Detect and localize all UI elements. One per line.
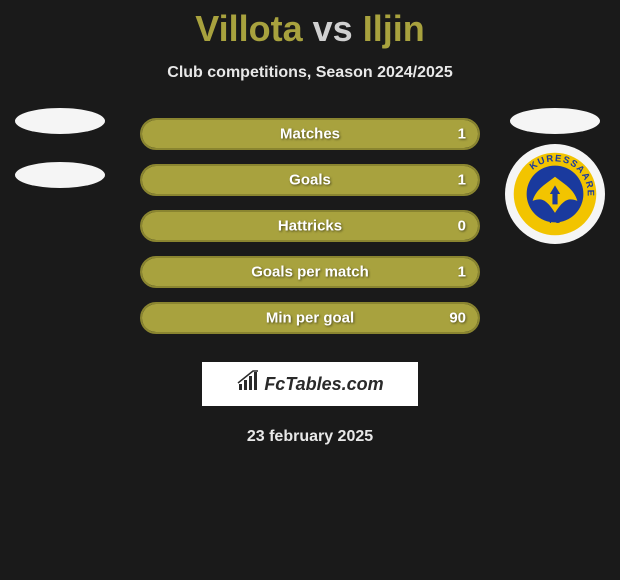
stat-label: Hattricks [278, 218, 342, 235]
stat-value-right: 0 [458, 218, 466, 235]
player1-avatar-placeholder [15, 108, 105, 134]
stat-label: Goals per match [251, 264, 369, 281]
brand-text: FcTables.com [264, 374, 383, 395]
player2-avatar-placeholder [510, 108, 600, 134]
kuressaare-fc-badge-icon: KURESSAARE FC [512, 151, 598, 237]
stat-label: Min per goal [266, 310, 354, 327]
comparison-title: Villota vs Iljin [0, 0, 620, 50]
stat-label: Goals [289, 172, 331, 189]
stat-bar: Goals 1 [140, 164, 480, 196]
stat-value-right: 1 [458, 126, 466, 143]
vs-label: vs [313, 8, 353, 49]
stat-bars: Matches 1 Goals 1 Hattricks 0 Goals per match 1… [140, 118, 480, 334]
date-text: 23 february 2025 [0, 428, 620, 446]
svg-text:FC: FC [549, 215, 560, 225]
player2-name: Iljin [363, 8, 425, 49]
stat-value-right: 1 [458, 172, 466, 189]
right-avatar-group: KURESSAARE FC [505, 108, 605, 244]
stat-bar: Goals per match 1 [140, 256, 480, 288]
stat-value-right: 1 [458, 264, 466, 281]
stat-bar: Min per goal 90 [140, 302, 480, 334]
left-avatar-group [15, 108, 105, 188]
player1-club-placeholder [15, 162, 105, 188]
brand-chart-icon [236, 370, 260, 399]
stat-value-right: 90 [449, 310, 466, 327]
stat-bar: Matches 1 [140, 118, 480, 150]
subtitle: Club competitions, Season 2024/2025 [0, 64, 620, 82]
player2-club-badge: KURESSAARE FC [505, 144, 605, 244]
stat-label: Matches [280, 126, 340, 143]
player1-name: Villota [195, 8, 302, 49]
stats-area: KURESSAARE FC Matches 1 Goals 1 Hattricks 0 Go… [0, 118, 620, 334]
stat-bar: Hattricks 0 [140, 210, 480, 242]
brand-box: FcTables.com [202, 362, 418, 406]
